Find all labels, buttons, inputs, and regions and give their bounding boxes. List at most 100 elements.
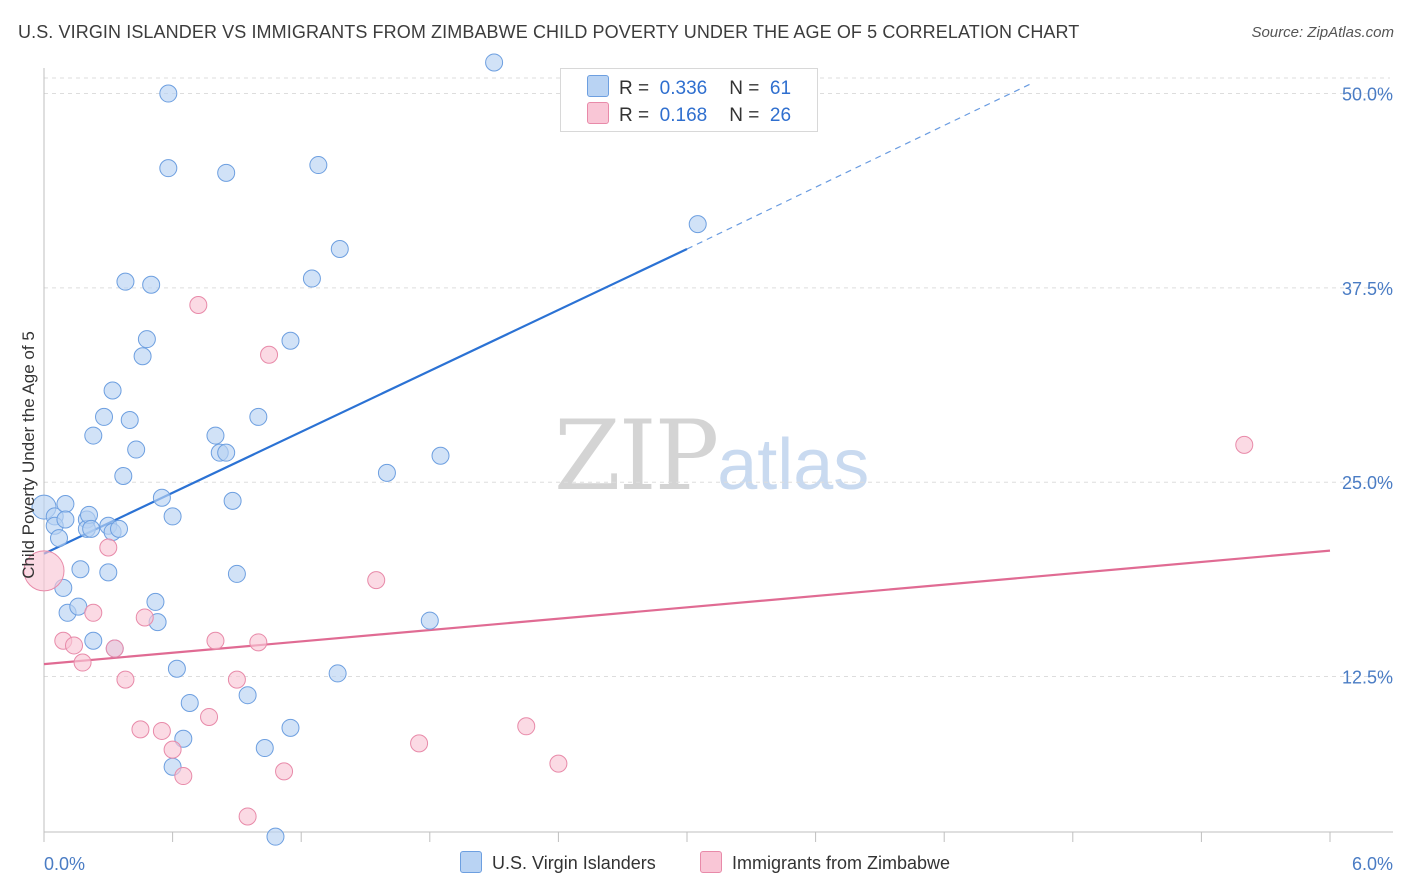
r-label: R = [619, 78, 650, 99]
point-virgin-islanders [688, 215, 707, 234]
point-virgin-islanders [84, 426, 103, 445]
point-virgin-islanders [127, 440, 146, 459]
legend-row-blue: R = 0.336 N = 61 [587, 75, 791, 101]
point-virgin-islanders [217, 443, 236, 462]
point-virgin-islanders [420, 611, 439, 630]
legend-label: U.S. Virgin Islanders [492, 853, 656, 873]
grid-lines [44, 77, 1390, 678]
point-zimbabwe [238, 807, 257, 826]
point-zimbabwe [65, 636, 84, 655]
point-zimbabwe [206, 631, 225, 650]
legend-row-pink: R = 0.168 N = 26 [587, 102, 791, 128]
point-zimbabwe [517, 717, 536, 736]
point-virgin-islanders [206, 426, 225, 445]
point-virgin-islanders [71, 560, 90, 579]
point-zimbabwe [227, 670, 246, 689]
point-virgin-islanders [302, 269, 321, 288]
x-tick-label: 0.0% [44, 854, 85, 874]
legend-label: Immigrants from Zimbabwe [732, 853, 951, 873]
y-tick-label: 12.5% [1342, 668, 1393, 688]
point-virgin-islanders [167, 659, 186, 678]
source-label: Source: ZipAtlas.com [1251, 24, 1394, 41]
trend-line-virgin-islanders [43, 248, 688, 555]
point-virgin-islanders [137, 330, 156, 349]
trend-line-virgin-islanders-extension [686, 83, 1031, 250]
point-virgin-islanders [163, 507, 182, 526]
point-zimbabwe [135, 608, 154, 627]
point-virgin-islanders [309, 156, 328, 175]
y-tick-label: 25.0% [1342, 473, 1393, 493]
y-tick-label: 50.0% [1342, 85, 1393, 105]
point-virgin-islanders [146, 592, 165, 611]
r-label: R = [619, 105, 650, 126]
watermark-atlas: atlas [717, 425, 870, 505]
point-virgin-islanders [485, 53, 504, 72]
x-tick-label: 6.0% [1352, 854, 1393, 874]
point-virgin-islanders [120, 411, 139, 430]
legend-swatch-pink [700, 851, 722, 873]
point-zimbabwe [174, 767, 193, 786]
point-zimbabwe [249, 633, 268, 652]
point-virgin-islanders [56, 510, 75, 529]
point-virgin-islanders [238, 686, 257, 705]
point-virgin-islanders [249, 407, 268, 426]
point-zimbabwe [189, 295, 208, 314]
point-zimbabwe [1235, 435, 1254, 454]
point-virgin-islanders [281, 331, 300, 350]
point-virgin-islanders [223, 491, 242, 510]
point-virgin-islanders [180, 693, 199, 712]
point-virgin-islanders [142, 275, 161, 294]
point-virgin-islanders [328, 664, 347, 683]
axes [43, 68, 1393, 842]
n-value: 61 [769, 78, 792, 99]
point-virgin-islanders [56, 494, 75, 513]
point-zimbabwe [549, 754, 568, 773]
point-virgin-islanders [110, 519, 129, 538]
r-value: 0.336 [659, 78, 708, 99]
point-virgin-islanders [69, 597, 88, 616]
n-label: N = [729, 78, 760, 99]
point-virgin-islanders [103, 381, 122, 400]
watermark-zip: ZIP [554, 400, 719, 512]
tick-labels: 12.5% 25.0% 37.5% 50.0% 0.0% 6.0% [44, 85, 1393, 874]
point-virgin-islanders [152, 488, 171, 507]
point-virgin-islanders [174, 729, 193, 748]
point-virgin-islanders [255, 739, 274, 758]
series-legend: U.S. Virgin Islanders Immigrants from Zi… [0, 851, 1406, 881]
point-zimbabwe [410, 734, 429, 753]
point-virgin-islanders [114, 466, 133, 485]
point-virgin-islanders [377, 463, 396, 482]
point-virgin-islanders [227, 564, 246, 583]
point-virgin-islanders [217, 163, 236, 182]
legend-item-zimbabwe: Immigrants from Zimbabwe [700, 851, 950, 874]
y-tick-label: 37.5% [1342, 279, 1393, 299]
point-virgin-islanders [330, 240, 349, 259]
n-label: N = [729, 105, 760, 126]
point-virgin-islanders [281, 718, 300, 737]
point-zimbabwe [200, 707, 219, 726]
correlation-legend: R = 0.336 N = 61 R = 0.168 N = 26 [560, 68, 818, 132]
point-virgin-islanders [116, 272, 135, 291]
legend-item-virgin-islanders: U.S. Virgin Islanders [460, 851, 656, 874]
legend-swatch-blue [587, 75, 609, 97]
point-zimbabwe [152, 721, 171, 740]
point-virgin-islanders [95, 407, 114, 426]
point-zimbabwe [73, 653, 92, 672]
legend-swatch-blue [460, 851, 482, 873]
point-zimbabwe [367, 571, 386, 590]
point-zimbabwe [23, 550, 65, 592]
point-zimbabwe [105, 639, 124, 658]
point-virgin-islanders [431, 446, 450, 465]
watermark: ZIPatlas [554, 400, 869, 512]
r-value: 0.168 [659, 105, 708, 126]
y-axis-label: Child Poverty Under the Age of 5 [19, 331, 38, 579]
point-zimbabwe [116, 670, 135, 689]
legend-swatch-pink [587, 102, 609, 124]
point-zimbabwe [99, 538, 118, 557]
point-virgin-islanders [159, 159, 178, 178]
point-virgin-islanders [50, 529, 69, 548]
point-virgin-islanders [82, 519, 101, 538]
point-virgin-islanders [84, 631, 103, 650]
data-points [23, 53, 1254, 846]
